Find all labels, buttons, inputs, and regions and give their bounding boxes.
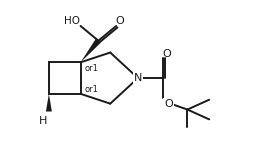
Text: O: O — [116, 16, 124, 26]
Text: or1: or1 — [85, 85, 98, 94]
Text: O: O — [162, 48, 171, 58]
Text: N: N — [134, 73, 142, 83]
Text: or1: or1 — [85, 64, 98, 73]
Text: O: O — [164, 99, 173, 109]
Polygon shape — [81, 39, 101, 62]
Polygon shape — [46, 94, 52, 112]
Text: HO: HO — [64, 16, 80, 26]
Text: H: H — [39, 116, 47, 126]
